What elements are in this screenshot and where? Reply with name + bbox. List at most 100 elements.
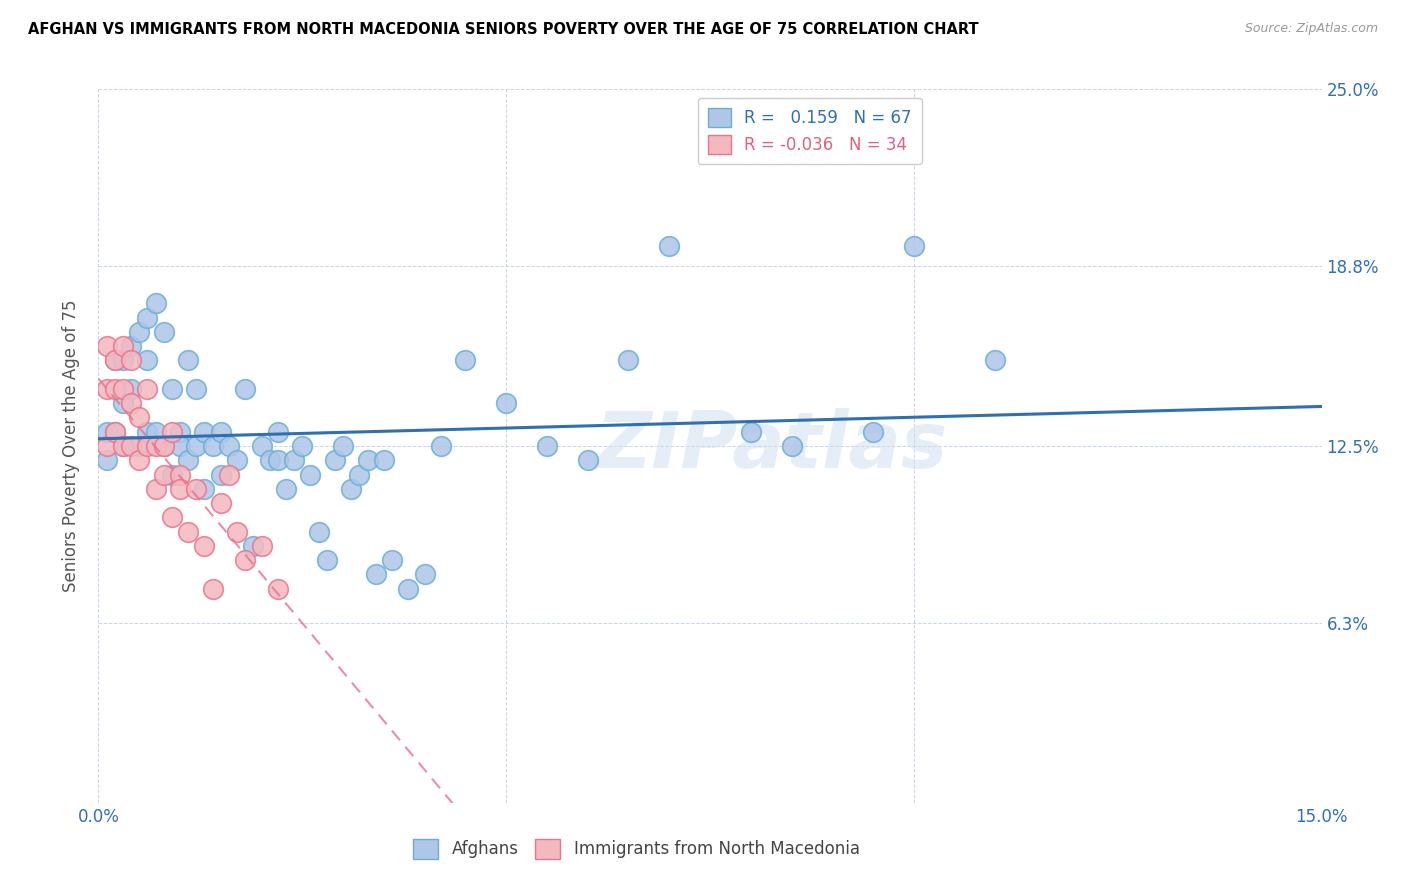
Point bbox=[250, 439, 273, 453]
Point bbox=[111, 382, 134, 396]
Point bbox=[104, 382, 127, 396]
Point bbox=[160, 510, 183, 524]
Point bbox=[96, 425, 118, 439]
Point bbox=[349, 467, 371, 482]
Point bbox=[128, 410, 150, 425]
Point bbox=[160, 425, 183, 439]
Point bbox=[250, 539, 273, 553]
Point bbox=[120, 439, 142, 453]
Point bbox=[291, 439, 314, 453]
Point bbox=[193, 482, 215, 496]
Point bbox=[152, 325, 174, 339]
Point bbox=[340, 482, 363, 496]
Point bbox=[233, 382, 256, 396]
Point bbox=[160, 467, 183, 482]
Point bbox=[120, 382, 142, 396]
Point bbox=[209, 496, 232, 510]
Point bbox=[120, 339, 142, 353]
Point bbox=[136, 353, 159, 368]
Point bbox=[169, 439, 191, 453]
Point bbox=[104, 353, 127, 368]
Point bbox=[193, 425, 215, 439]
Point bbox=[617, 353, 640, 368]
Legend: Afghans, Immigrants from North Macedonia: Afghans, Immigrants from North Macedonia bbox=[406, 832, 866, 866]
Point bbox=[226, 524, 249, 539]
Point bbox=[169, 425, 191, 439]
Point bbox=[186, 439, 208, 453]
Point bbox=[145, 296, 167, 310]
Point bbox=[218, 439, 240, 453]
Point bbox=[209, 425, 232, 439]
Text: AFGHAN VS IMMIGRANTS FROM NORTH MACEDONIA SENIORS POVERTY OVER THE AGE OF 75 COR: AFGHAN VS IMMIGRANTS FROM NORTH MACEDONI… bbox=[28, 22, 979, 37]
Point bbox=[136, 439, 159, 453]
Point bbox=[152, 467, 174, 482]
Point bbox=[128, 453, 150, 467]
Point bbox=[267, 582, 290, 596]
Point bbox=[267, 453, 290, 467]
Point bbox=[145, 425, 167, 439]
Point bbox=[373, 453, 395, 467]
Point bbox=[128, 439, 150, 453]
Point bbox=[242, 539, 264, 553]
Point bbox=[862, 425, 884, 439]
Point bbox=[136, 382, 159, 396]
Point bbox=[356, 453, 378, 467]
Point bbox=[111, 439, 134, 453]
Point bbox=[209, 467, 232, 482]
Point bbox=[186, 382, 208, 396]
Point bbox=[454, 353, 477, 368]
Point bbox=[323, 453, 346, 467]
Point bbox=[218, 467, 240, 482]
Point bbox=[308, 524, 330, 539]
Point bbox=[364, 567, 387, 582]
Text: ZIPatlas: ZIPatlas bbox=[595, 408, 948, 484]
Text: Source: ZipAtlas.com: Source: ZipAtlas.com bbox=[1244, 22, 1378, 36]
Point bbox=[299, 467, 322, 482]
Point bbox=[413, 567, 436, 582]
Point bbox=[96, 453, 118, 467]
Point bbox=[152, 439, 174, 453]
Point bbox=[576, 453, 599, 467]
Point bbox=[160, 382, 183, 396]
Y-axis label: Seniors Poverty Over the Age of 75: Seniors Poverty Over the Age of 75 bbox=[62, 300, 80, 592]
Point bbox=[111, 339, 134, 353]
Point bbox=[111, 439, 134, 453]
Point bbox=[495, 396, 517, 410]
Point bbox=[903, 239, 925, 253]
Point bbox=[128, 325, 150, 339]
Point bbox=[186, 482, 208, 496]
Point bbox=[430, 439, 453, 453]
Point bbox=[984, 353, 1007, 368]
Point bbox=[177, 524, 200, 539]
Point bbox=[145, 439, 167, 453]
Point bbox=[315, 553, 337, 567]
Point bbox=[104, 353, 127, 368]
Point bbox=[111, 353, 134, 368]
Point bbox=[536, 439, 558, 453]
Point bbox=[169, 482, 191, 496]
Point bbox=[104, 425, 127, 439]
Point bbox=[120, 396, 142, 410]
Point bbox=[96, 382, 118, 396]
Point bbox=[201, 582, 224, 596]
Point bbox=[177, 453, 200, 467]
Point bbox=[780, 439, 803, 453]
Point bbox=[111, 396, 134, 410]
Point bbox=[396, 582, 419, 596]
Point bbox=[332, 439, 354, 453]
Point bbox=[658, 239, 681, 253]
Point bbox=[169, 467, 191, 482]
Point bbox=[136, 310, 159, 325]
Point bbox=[233, 553, 256, 567]
Point bbox=[283, 453, 305, 467]
Point bbox=[96, 339, 118, 353]
Point bbox=[177, 353, 200, 368]
Point bbox=[274, 482, 297, 496]
Point bbox=[201, 439, 224, 453]
Point bbox=[120, 353, 142, 368]
Point bbox=[152, 439, 174, 453]
Point bbox=[226, 453, 249, 467]
Point bbox=[740, 425, 762, 439]
Point bbox=[193, 539, 215, 553]
Point bbox=[136, 425, 159, 439]
